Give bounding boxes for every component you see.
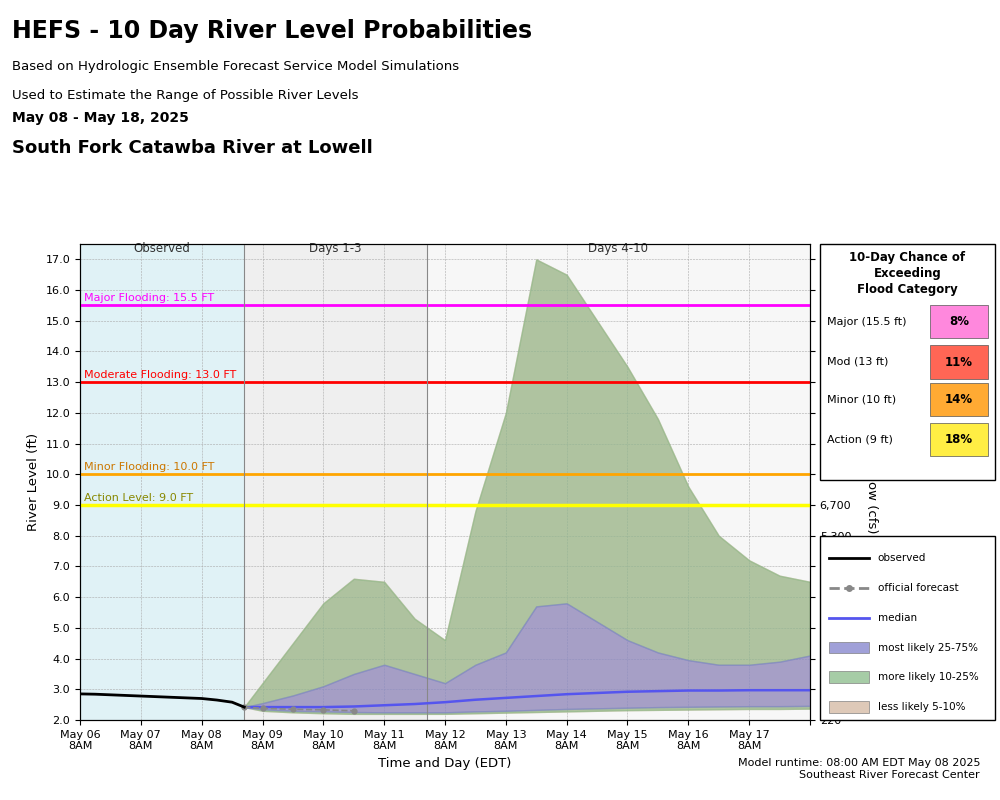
Text: 8%: 8% bbox=[949, 315, 969, 328]
Text: 11%: 11% bbox=[945, 355, 973, 369]
Text: Observed: Observed bbox=[134, 242, 191, 254]
Text: observed: observed bbox=[878, 553, 926, 563]
FancyBboxPatch shape bbox=[820, 536, 995, 720]
Text: most likely 25-75%: most likely 25-75% bbox=[878, 642, 978, 653]
Bar bbox=[930, 423, 988, 456]
Text: Used to Estimate the Range of Possible River Levels: Used to Estimate the Range of Possible R… bbox=[12, 89, 358, 102]
Text: May 08 - May 18, 2025: May 08 - May 18, 2025 bbox=[12, 111, 189, 125]
Text: more likely 10-25%: more likely 10-25% bbox=[878, 672, 978, 682]
Text: Mod (13 ft): Mod (13 ft) bbox=[827, 357, 888, 367]
Y-axis label: River Level (ft): River Level (ft) bbox=[27, 433, 40, 531]
Text: 18%: 18% bbox=[945, 434, 973, 446]
Bar bbox=[930, 383, 988, 416]
Text: Action Level: 9.0 FT: Action Level: 9.0 FT bbox=[84, 493, 193, 502]
Text: Major Flooding: 15.5 FT: Major Flooding: 15.5 FT bbox=[84, 293, 214, 303]
X-axis label: Time and Day (EDT): Time and Day (EDT) bbox=[378, 757, 512, 770]
Text: Days 4-10: Days 4-10 bbox=[588, 242, 648, 254]
Text: Major (15.5 ft): Major (15.5 ft) bbox=[827, 317, 906, 327]
Y-axis label: River Flow (cfs): River Flow (cfs) bbox=[865, 430, 878, 534]
Bar bbox=[930, 306, 988, 338]
Text: 14%: 14% bbox=[945, 394, 973, 406]
Bar bbox=[80, 244, 244, 720]
Text: Based on Hydrologic Ensemble Forecast Service Model Simulations: Based on Hydrologic Ensemble Forecast Se… bbox=[12, 61, 459, 74]
Text: Action (9 ft): Action (9 ft) bbox=[827, 435, 893, 445]
Text: Minor Flooding: 10.0 FT: Minor Flooding: 10.0 FT bbox=[84, 462, 214, 472]
Text: South Fork Catawba River at Lowell: South Fork Catawba River at Lowell bbox=[12, 139, 373, 157]
Text: Moderate Flooding: 13.0 FT: Moderate Flooding: 13.0 FT bbox=[84, 370, 236, 380]
Text: HEFS - 10 Day River Level Probabilities: HEFS - 10 Day River Level Probabilities bbox=[12, 19, 532, 43]
Text: Days 1-3: Days 1-3 bbox=[309, 242, 362, 254]
Text: Minor (10 ft): Minor (10 ft) bbox=[827, 394, 896, 405]
Text: less likely 5-10%: less likely 5-10% bbox=[878, 702, 965, 712]
Bar bbox=[427, 244, 810, 720]
Bar bbox=[244, 244, 427, 720]
Bar bbox=[829, 671, 869, 683]
Bar bbox=[930, 346, 988, 378]
Text: Model runtime: 08:00 AM EDT May 08 2025
Southeast River Forecast Center: Model runtime: 08:00 AM EDT May 08 2025 … bbox=[738, 758, 980, 780]
Bar bbox=[829, 701, 869, 713]
Text: official forecast: official forecast bbox=[878, 583, 958, 593]
Bar bbox=[829, 642, 869, 654]
FancyBboxPatch shape bbox=[820, 244, 995, 480]
Text: 10-Day Chance of
Exceeding
Flood Category: 10-Day Chance of Exceeding Flood Categor… bbox=[849, 251, 966, 296]
Text: median: median bbox=[878, 613, 917, 622]
